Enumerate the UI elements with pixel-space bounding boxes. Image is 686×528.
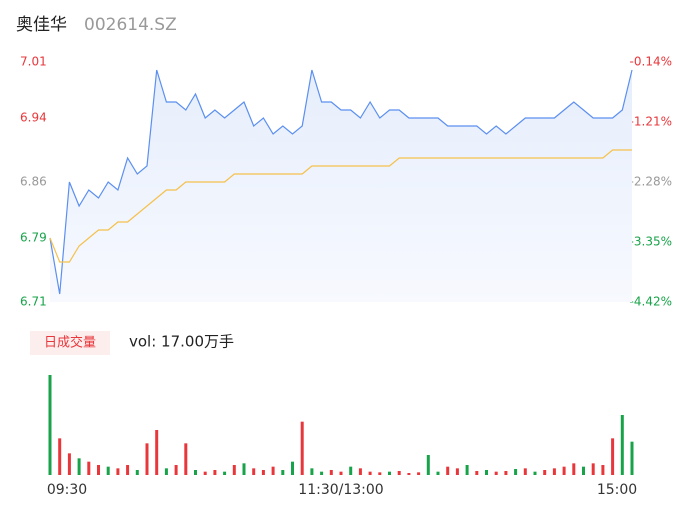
volume-summary: vol: 17.00万手 — [129, 333, 234, 351]
y-tick-label: 6.86 — [20, 175, 47, 189]
volume-bar — [174, 465, 178, 475]
volume-bar — [58, 438, 62, 475]
volume-bar — [388, 471, 391, 475]
volume-bar — [494, 471, 498, 475]
volume-bar — [126, 465, 130, 475]
volume-bar — [465, 465, 469, 475]
volume-bar — [339, 471, 343, 475]
volume-bar — [155, 430, 159, 475]
volume-bar — [407, 473, 411, 475]
y2-tick-label: -0.14% — [630, 55, 672, 69]
volume-bar — [329, 470, 333, 475]
volume-bar — [436, 471, 440, 475]
volume-bar — [552, 468, 556, 475]
volume-bar — [378, 472, 382, 475]
y2-tick-label: -3.35% — [630, 235, 672, 249]
volume-bar — [271, 466, 275, 475]
volume-bar — [368, 471, 372, 475]
volume-bar — [261, 470, 265, 475]
volume-bar — [223, 471, 227, 475]
volume-bar — [281, 470, 285, 475]
volume-bar — [77, 458, 81, 475]
volume-bar — [426, 455, 430, 475]
volume-bar — [582, 466, 585, 475]
volume-bar — [145, 443, 149, 475]
price-line — [49, 69, 633, 295]
volume-bar — [611, 438, 615, 475]
volume-bar — [97, 465, 100, 475]
volume-bar — [310, 468, 314, 475]
volume-bar — [116, 468, 120, 475]
volume-bar — [164, 468, 168, 475]
volume-bar — [67, 453, 71, 475]
y-tick-label: 6.79 — [20, 231, 47, 245]
volume-bar — [184, 443, 188, 475]
volume-bar — [543, 470, 547, 475]
volume-bar — [601, 465, 605, 475]
volume-bar — [48, 375, 52, 475]
average-line — [49, 149, 632, 263]
volume-bar — [194, 470, 197, 475]
volume-bar — [213, 470, 217, 475]
volume-bar — [203, 471, 207, 475]
y2-tick-label: -1.21% — [630, 115, 672, 129]
volume-bar — [514, 469, 518, 475]
volume-bar — [252, 468, 256, 475]
volume-bar — [291, 461, 294, 475]
x-tick-label: 09:30 — [47, 482, 87, 498]
stock-name: 奥佳华 — [16, 15, 67, 35]
volume-bar — [504, 471, 508, 475]
volume-bar — [562, 466, 566, 475]
volume-bar — [591, 463, 595, 475]
volume-bar — [135, 470, 139, 475]
volume-bar — [620, 415, 624, 475]
price-chart: 7.01 6.94 6.86 6.79 6.71 -0.14% -1.21% -2.28% -3… — [20, 55, 672, 309]
volume-bar — [523, 468, 527, 475]
legend-label: 日成交量 — [44, 335, 96, 351]
x-tick-label: 11:30/13:00 — [298, 482, 383, 498]
stock-code: 002614.SZ — [84, 15, 177, 35]
volume-bar — [106, 466, 110, 475]
volume-bar — [533, 471, 537, 475]
volume-bar — [349, 466, 353, 475]
y2-tick-label: -2.28% — [630, 175, 672, 189]
y2-tick-label: -4.42% — [630, 295, 672, 309]
volume-bar — [300, 421, 304, 475]
volume-bar — [475, 471, 479, 475]
volume-bar — [320, 471, 324, 475]
volume-bar — [242, 463, 246, 475]
volume-bar — [232, 465, 236, 475]
volume-bar — [87, 461, 91, 475]
x-tick-label: 15:00 — [597, 482, 637, 498]
volume-bar — [630, 441, 634, 475]
volume-bar — [572, 463, 576, 475]
y-tick-label: 6.71 — [20, 295, 47, 309]
volume-bar — [417, 472, 421, 475]
y-tick-label: 7.01 — [20, 55, 47, 69]
legend-box — [30, 331, 110, 355]
volume-bar — [446, 466, 450, 475]
volume-bar — [358, 468, 362, 475]
price-area — [50, 70, 632, 302]
volume-bar — [397, 471, 401, 475]
volume-bar — [455, 468, 459, 475]
volume-bar — [485, 470, 488, 475]
volume-chart: 日成交量 vol: 17.00万手 09:30 11:30/13:00 15:00 — [30, 331, 637, 498]
y-tick-label: 6.94 — [20, 111, 47, 125]
